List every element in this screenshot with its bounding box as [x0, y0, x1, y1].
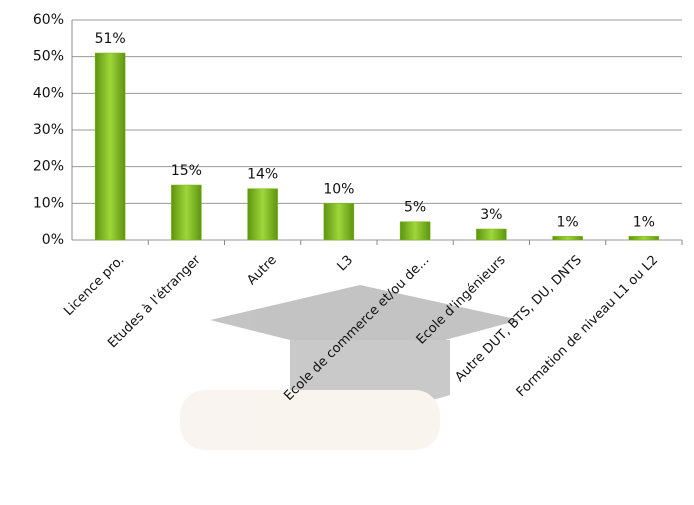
value-label: 5% [404, 200, 426, 216]
value-label: 10% [323, 181, 354, 197]
x-tick-label: Formation de niveau L1 ou L2 [514, 253, 661, 400]
y-tick-label: 50% [33, 49, 64, 65]
value-label: 14% [247, 167, 278, 183]
bar [171, 184, 202, 241]
y-tick-label: 30% [33, 122, 64, 138]
value-label: 51% [95, 31, 126, 47]
y-tick-label: 10% [33, 195, 64, 211]
bar [323, 203, 355, 241]
bar [628, 236, 660, 241]
x-tick-label: L3 [335, 253, 357, 275]
value-label: 1% [633, 214, 655, 230]
bar [94, 52, 126, 241]
bar [399, 221, 431, 241]
value-label: 3% [480, 207, 502, 223]
bar [247, 188, 278, 241]
y-tick-label: 20% [33, 159, 64, 175]
x-tick-label: Licence pro. [61, 253, 127, 319]
bar [476, 228, 507, 241]
y-tick-label: 40% [33, 85, 64, 101]
x-tick-label: Autre [244, 253, 280, 289]
y-tick-label: 60% [33, 12, 64, 28]
background-decoration [180, 285, 520, 450]
value-label: 15% [171, 163, 202, 179]
bar [552, 236, 583, 241]
value-label: 1% [557, 214, 579, 230]
y-tick-label: 0% [42, 232, 64, 248]
